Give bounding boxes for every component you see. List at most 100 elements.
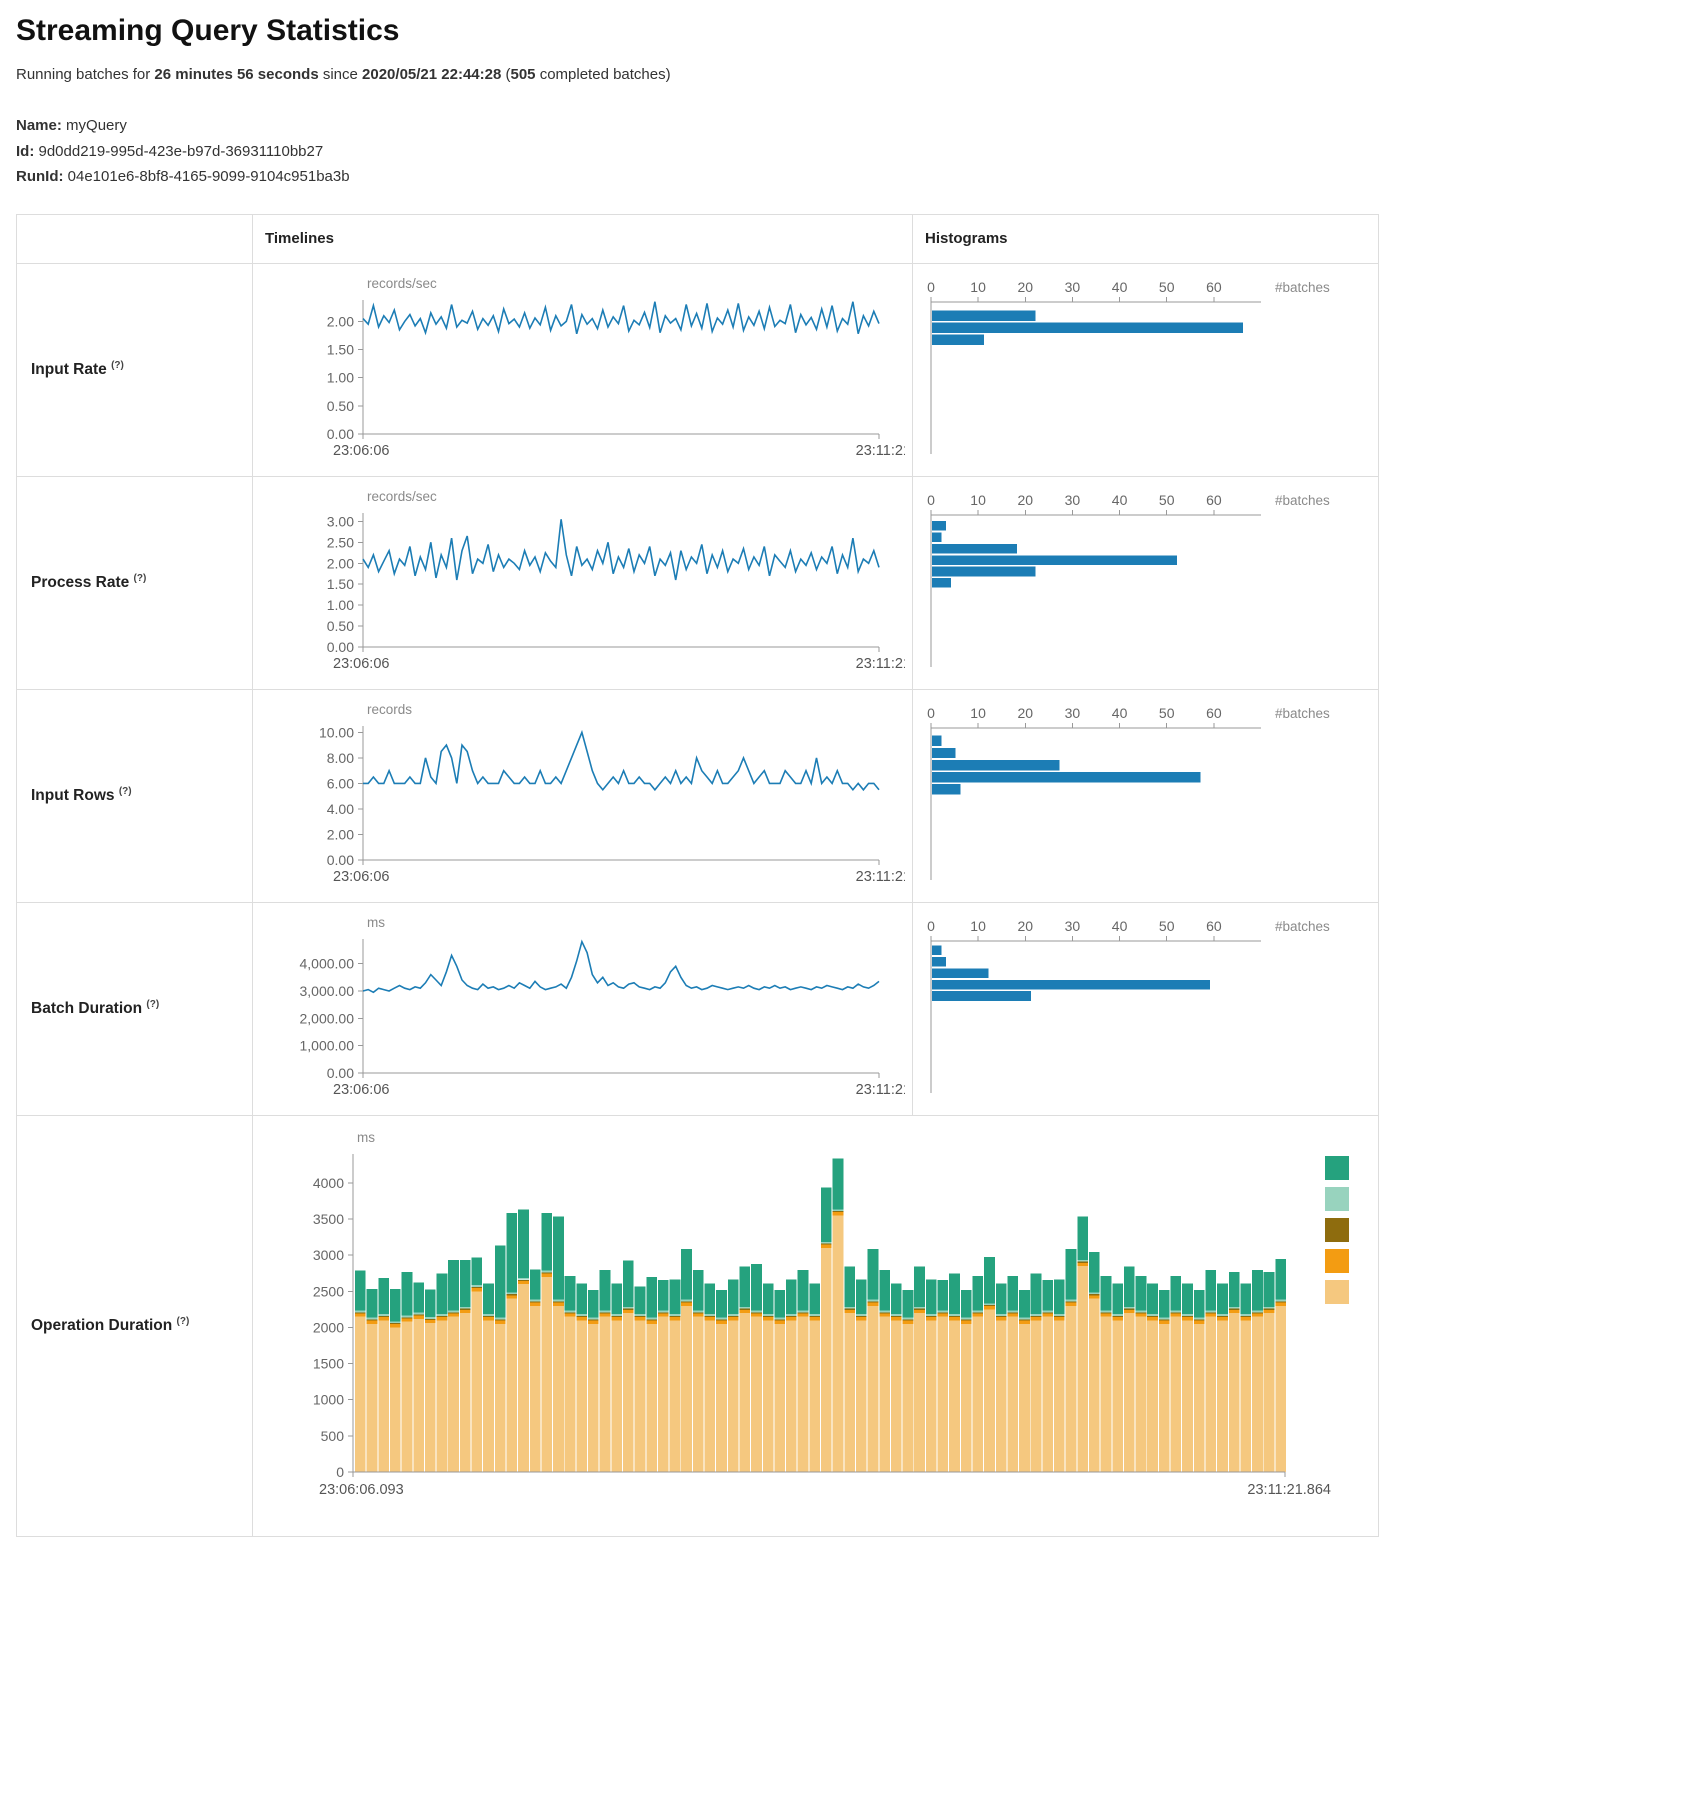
svg-text:50: 50 xyxy=(1159,705,1175,721)
query-name-line: Name: myQuery xyxy=(16,113,1677,139)
start-time: 2020/05/21 22:44:28 xyxy=(362,66,502,83)
svg-text:20: 20 xyxy=(1018,918,1034,934)
svg-text:records: records xyxy=(367,702,412,717)
input-rate-timeline-cell: records/sec 0.00 0.50 1.00 1.50 2.00 23:06:06 2… xyxy=(252,262,913,477)
svg-text:2.00: 2.00 xyxy=(327,826,354,842)
svg-text:2000: 2000 xyxy=(313,1319,344,1335)
svg-text:0.00: 0.00 xyxy=(327,1065,354,1081)
svg-text:23:11:21: 23:11:21 xyxy=(856,1082,905,1098)
page-title: Streaming Query Statistics xyxy=(16,14,400,47)
svg-text:23:11:21: 23:11:21 xyxy=(856,869,905,885)
process-rate-label: Process Rate (?) xyxy=(16,475,253,690)
svg-text:0: 0 xyxy=(927,918,935,934)
row-label-text: Process Rate xyxy=(31,574,130,592)
query-name-label: Name: xyxy=(16,117,62,134)
batch-duration-histogram-cell: 0 10 20 30 40 50 60 #batches xyxy=(912,901,1379,1116)
svg-text:6.00: 6.00 xyxy=(327,775,354,791)
svg-text:4000: 4000 xyxy=(313,1174,344,1190)
svg-text:20: 20 xyxy=(1018,705,1034,721)
svg-text:30: 30 xyxy=(1065,492,1081,508)
query-id-line: Id: 9d0dd219-995d-423e-b97d-36931110bb27 xyxy=(16,139,1677,165)
input-rows-label: Input Rows (?) xyxy=(16,688,253,903)
svg-text:#batches: #batches xyxy=(1275,919,1330,934)
svg-text:0: 0 xyxy=(336,1464,344,1480)
svg-text:23:06:06.093: 23:06:06.093 xyxy=(319,1482,404,1498)
process-rate-histogram-chart: 0 10 20 30 40 50 60 #batches xyxy=(915,485,1376,681)
query-id-value: 9d0dd219-995d-423e-b97d-36931110bb27 xyxy=(38,142,324,160)
process-rate-row: Process Rate (?) records/sec 0.00 0.50 1.00… xyxy=(16,475,1379,690)
svg-text:ms: ms xyxy=(357,1130,375,1145)
svg-text:50: 50 xyxy=(1159,492,1175,508)
help-icon[interactable]: (?) xyxy=(111,359,124,371)
svg-text:60: 60 xyxy=(1206,492,1222,508)
svg-text:3.00: 3.00 xyxy=(327,513,354,529)
svg-text:3000: 3000 xyxy=(313,1247,344,1263)
svg-text:#batches: #batches xyxy=(1275,280,1330,295)
help-icon[interactable]: (?) xyxy=(133,572,147,584)
batch-duration-histogram-chart: 0 10 20 30 40 50 60 #batches xyxy=(915,911,1376,1107)
svg-text:4.00: 4.00 xyxy=(327,801,354,817)
batch-duration-row: Batch Duration (?) ms 0.00 1,000.00 2,000.0… xyxy=(16,901,1379,1116)
svg-text:60: 60 xyxy=(1206,279,1222,295)
svg-text:23:11:21.864: 23:11:21.864 xyxy=(1247,1482,1331,1498)
svg-text:23:11:21: 23:11:21 xyxy=(856,656,905,672)
svg-text:10: 10 xyxy=(970,705,986,721)
svg-text:1500: 1500 xyxy=(313,1355,344,1371)
svg-text:40: 40 xyxy=(1112,918,1128,934)
input-rate-histogram-chart: 0 10 20 30 40 50 60 #batches xyxy=(915,272,1376,468)
input-rows-timeline-chart: records 0.00 2.00 4.00 6.00 8.00 10.00 23:06:06… xyxy=(255,698,911,894)
query-name-value: myQuery xyxy=(66,117,127,134)
help-icon[interactable]: (?) xyxy=(146,998,160,1010)
svg-text:40: 40 xyxy=(1112,492,1128,508)
svg-text:30: 30 xyxy=(1065,279,1081,295)
svg-text:60: 60 xyxy=(1206,918,1222,934)
input-rate-histogram-cell: 0 10 20 30 40 50 60 #batches xyxy=(912,262,1379,477)
help-icon[interactable]: (?) xyxy=(176,1315,190,1327)
svg-text:3500: 3500 xyxy=(313,1211,344,1227)
svg-text:1.00: 1.00 xyxy=(327,369,354,385)
svg-text:30: 30 xyxy=(1065,918,1081,934)
svg-text:60: 60 xyxy=(1206,705,1222,721)
svg-text:1.50: 1.50 xyxy=(327,341,354,357)
svg-text:23:11:21: 23:11:21 xyxy=(856,443,905,459)
completed-batch-count: 505 xyxy=(510,66,536,83)
row-label-text: Input Rows xyxy=(31,787,115,805)
svg-text:23:06:06: 23:06:06 xyxy=(333,1082,389,1098)
svg-text:#batches: #batches xyxy=(1275,493,1330,508)
operation-duration-chart: ms 0 500 1000 1500 2000 2500 3000 3500 4000 23:06:… xyxy=(255,1124,1376,1528)
svg-text:40: 40 xyxy=(1112,705,1128,721)
svg-text:0: 0 xyxy=(927,492,935,508)
svg-text:1,000.00: 1,000.00 xyxy=(300,1037,355,1053)
process-rate-timeline-cell: records/sec 0.00 0.50 1.00 1.50 2.00 2.50 3.00 2… xyxy=(252,475,913,690)
subtitle-prefix: Running batches for xyxy=(16,66,155,83)
timelines-column-header: Timelines xyxy=(252,213,913,264)
svg-text:0.00: 0.00 xyxy=(327,426,354,442)
input-rows-histogram-cell: 0 10 20 30 40 50 60 #batches xyxy=(912,688,1379,903)
running-duration: 26 minutes 56 seconds xyxy=(154,66,319,83)
operation-duration-cell: ms 0 500 1000 1500 2000 2500 3000 3500 4000 23:06:… xyxy=(252,1114,1379,1537)
svg-text:#batches: #batches xyxy=(1275,706,1330,721)
svg-text:3,000.00: 3,000.00 xyxy=(300,983,355,999)
help-icon[interactable]: (?) xyxy=(118,785,132,797)
svg-text:2500: 2500 xyxy=(313,1283,344,1299)
svg-text:0: 0 xyxy=(927,705,935,721)
query-runid-line: RunId: 04e101e6-8bf8-4165-9099-9104c951b… xyxy=(16,164,1677,190)
svg-text:1.00: 1.00 xyxy=(327,597,354,613)
svg-text:20: 20 xyxy=(1018,279,1034,295)
svg-text:records/sec: records/sec xyxy=(367,489,437,504)
svg-text:10: 10 xyxy=(970,279,986,295)
svg-text:0.50: 0.50 xyxy=(327,397,354,413)
subtitle: Running batches for 26 minutes 56 second… xyxy=(16,66,1677,83)
svg-text:50: 50 xyxy=(1159,918,1175,934)
svg-text:40: 40 xyxy=(1112,279,1128,295)
svg-text:0.00: 0.00 xyxy=(327,639,354,655)
svg-text:23:06:06: 23:06:06 xyxy=(333,656,389,672)
query-runid-value: 04e101e6-8bf8-4165-9099-9104c951ba3b xyxy=(67,168,350,185)
svg-text:8.00: 8.00 xyxy=(327,749,354,765)
table-header-row: Timelines Histograms xyxy=(16,213,1379,264)
input-rows-histogram-chart: 0 10 20 30 40 50 60 #batches xyxy=(915,698,1376,894)
subtitle-middle: since xyxy=(318,66,363,83)
stats-table: Timelines Histograms Input Rate (?) reco… xyxy=(16,213,1379,1537)
svg-text:10: 10 xyxy=(970,918,986,934)
svg-text:0: 0 xyxy=(927,279,935,295)
